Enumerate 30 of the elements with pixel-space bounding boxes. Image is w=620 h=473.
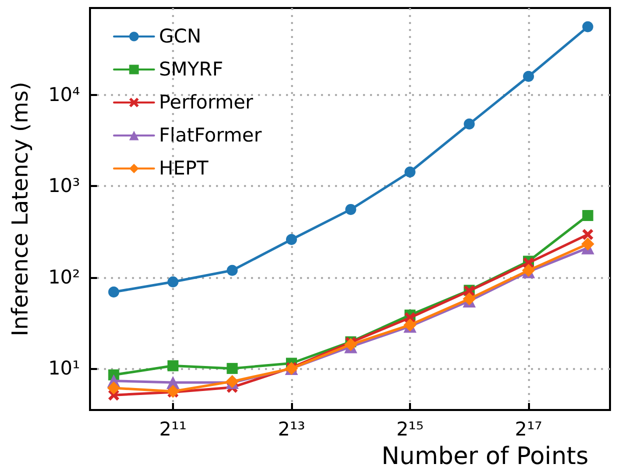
legend-label: GCN xyxy=(159,26,202,48)
point xyxy=(404,166,416,178)
x-tick-label: 2¹³ xyxy=(278,418,306,440)
point xyxy=(523,70,534,82)
point xyxy=(107,382,120,395)
legend-label: HEPT xyxy=(159,158,209,180)
point xyxy=(226,362,238,374)
x-axis-title: Number of Points xyxy=(382,442,588,470)
y-tick-label: 10³ xyxy=(48,175,80,198)
legend-label: Performer xyxy=(159,92,254,114)
x-tick-label: 2¹⁷ xyxy=(514,418,542,440)
point xyxy=(286,234,297,245)
point xyxy=(582,228,594,240)
y-tick-label: 10² xyxy=(48,266,80,288)
y-tick-label: 10⁴ xyxy=(48,84,80,106)
point xyxy=(167,360,178,372)
x-tick-label: 2¹¹ xyxy=(159,418,187,440)
legend-label: SMYRF xyxy=(159,58,224,80)
point xyxy=(581,237,594,250)
point xyxy=(582,210,594,222)
legend-label: FlatFormer xyxy=(159,124,262,146)
y-axis-title: Inference Latency (ms) xyxy=(8,82,34,336)
point xyxy=(345,204,356,215)
point xyxy=(464,118,475,130)
point xyxy=(167,276,178,288)
point xyxy=(108,286,120,298)
point xyxy=(582,21,594,32)
point xyxy=(226,264,238,276)
x-tick-label: 2¹⁵ xyxy=(396,418,424,440)
y-tick-label: 10¹ xyxy=(48,357,80,380)
